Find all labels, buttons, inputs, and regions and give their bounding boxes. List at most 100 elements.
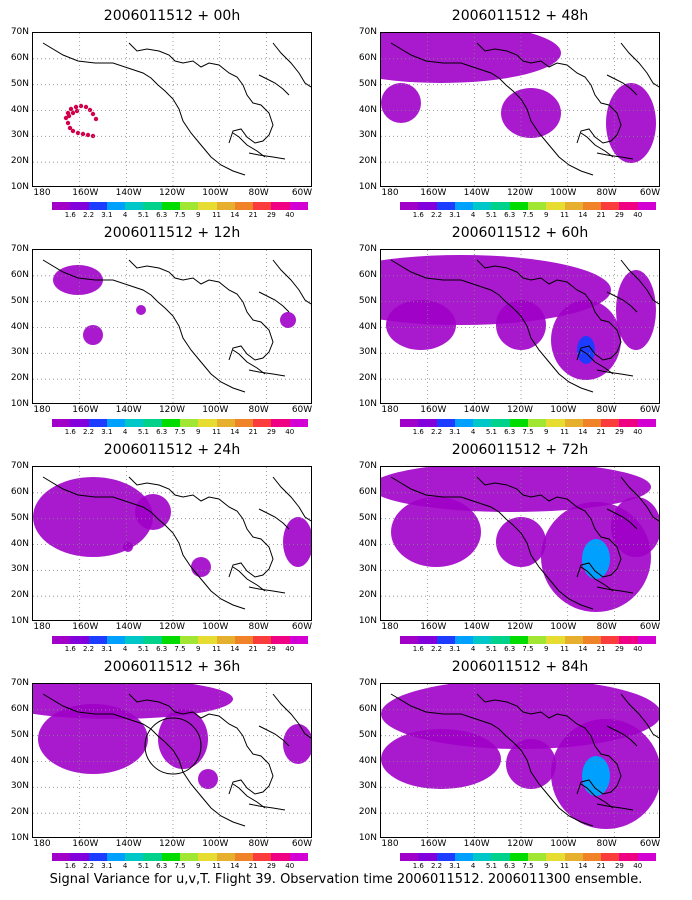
colorbar-label: 29 [614, 862, 624, 870]
latitude-label: 50N [358, 78, 377, 89]
coastline [248, 369, 286, 377]
longitude-label: 100W [202, 622, 229, 632]
colorbar-label: 40 [285, 862, 295, 870]
observation-point [87, 107, 93, 113]
latitude-label: 40N [10, 538, 29, 549]
observation-point [90, 111, 96, 117]
colorbar-label: 1.6 [412, 645, 424, 653]
latitude-label: 50N [10, 295, 29, 306]
longitude-label: 180 [33, 405, 51, 415]
colorbar-swatch [198, 419, 217, 427]
colorbar-label: 9 [196, 211, 201, 219]
colorbar-swatch [234, 202, 254, 210]
colorbar-swatch [473, 636, 492, 644]
coastline [596, 152, 634, 160]
observation-point [73, 104, 79, 110]
coastline [620, 476, 659, 522]
colorbar-swatch [52, 419, 71, 427]
colorbar-swatch [143, 636, 162, 644]
coastline [476, 259, 622, 361]
colorbar-swatch [637, 636, 656, 644]
longitude-label: 180 [381, 622, 399, 632]
colorbar-label: 3.1 [449, 645, 461, 653]
colorbar-label: 9 [196, 862, 201, 870]
latitude-label: 20N [358, 156, 377, 167]
latitude-label: 50N [358, 512, 377, 523]
latitude-label: 30N [358, 130, 377, 141]
colorbar-label: 40 [633, 211, 643, 219]
colorbar-swatch [582, 202, 602, 210]
longitude-label: 180 [381, 405, 399, 415]
colorbar-label: 40 [633, 645, 643, 653]
latitude-label: 70N [10, 678, 29, 688]
colorbar-label: 4 [470, 211, 476, 219]
latitude-label: 20N [358, 373, 377, 384]
latitude-label: 40N [10, 755, 29, 766]
coastline [272, 42, 311, 88]
map-plot [33, 250, 311, 403]
longitude-label: 160W [72, 839, 99, 849]
longitude-label: 160W [420, 405, 447, 415]
latitude-label: 30N [358, 564, 377, 575]
map-frame [380, 466, 660, 621]
colorbar-swatch [125, 636, 144, 644]
map-plot [381, 467, 659, 620]
colorbar-label: 1.6 [64, 862, 76, 870]
longitude-label: 80W [596, 405, 617, 415]
colorbar-swatch [454, 202, 474, 210]
variance-region [191, 557, 211, 577]
colorbar-swatch [253, 636, 272, 644]
variance-region [280, 312, 296, 328]
colorbar-label: 3.1 [449, 862, 461, 870]
latitude-label: 10N [10, 616, 29, 626]
coastline [620, 259, 659, 305]
map-plot [381, 33, 659, 186]
coastline [258, 725, 290, 747]
colorbar-swatch [564, 202, 583, 210]
colorbar-swatch [253, 419, 272, 427]
latitude-label: 10N [358, 833, 377, 843]
longitude-label: 120W [158, 839, 186, 849]
colorbar-label: 40 [633, 428, 643, 436]
panel-title: 2006011512 + 12h [103, 225, 241, 241]
colorbar-label: 7.5 [174, 428, 186, 436]
colorbar-swatch [198, 853, 217, 861]
colorbar-label: 7.5 [522, 862, 534, 870]
colorbar-swatch [436, 636, 455, 644]
colorbar-label: 14 [230, 645, 240, 653]
latitude-label: 70N [358, 461, 377, 471]
colorbar-label: 40 [285, 645, 295, 653]
variance-region [616, 270, 656, 350]
colorbar-swatch [271, 853, 290, 861]
colorbar-swatch [491, 853, 510, 861]
colorbar-label: 3.1 [101, 428, 113, 436]
colorbar-swatch [546, 853, 565, 861]
panel-title: 2006011512 + 60h [451, 225, 589, 241]
colorbar-swatch [582, 853, 602, 861]
colorbar-label: 3.1 [449, 428, 461, 436]
latitude-label: 50N [358, 295, 377, 306]
colorbar-label: 29 [614, 211, 624, 219]
latitude-label: 60N [10, 486, 29, 497]
longitude-label: 100W [202, 188, 229, 198]
colorbar-label: 4 [122, 645, 128, 653]
colorbar-label: 2.2 [82, 645, 95, 653]
coastline [272, 476, 311, 522]
colorbar-swatch [418, 636, 437, 644]
colorbar-swatch [491, 419, 510, 427]
colorbar-label: 3.1 [101, 645, 113, 653]
latitude-label: 10N [10, 833, 29, 843]
colorbar-label: 5.1 [137, 428, 149, 436]
colorbar-label: 40 [285, 428, 295, 436]
colorbar-label: 5.1 [137, 862, 149, 870]
longitude-label: 160W [420, 839, 447, 849]
colorbar-swatch [400, 853, 419, 861]
colorbar-swatch [619, 202, 638, 210]
colorbar-swatch [125, 419, 144, 427]
colorbar-label: 11 [212, 862, 222, 870]
colorbar-label: 2.2 [430, 428, 443, 436]
colorbar-label: 14 [578, 211, 588, 219]
latitude-label: 20N [10, 590, 29, 601]
latitude-label: 70N [10, 244, 29, 254]
colorbar [52, 419, 308, 427]
